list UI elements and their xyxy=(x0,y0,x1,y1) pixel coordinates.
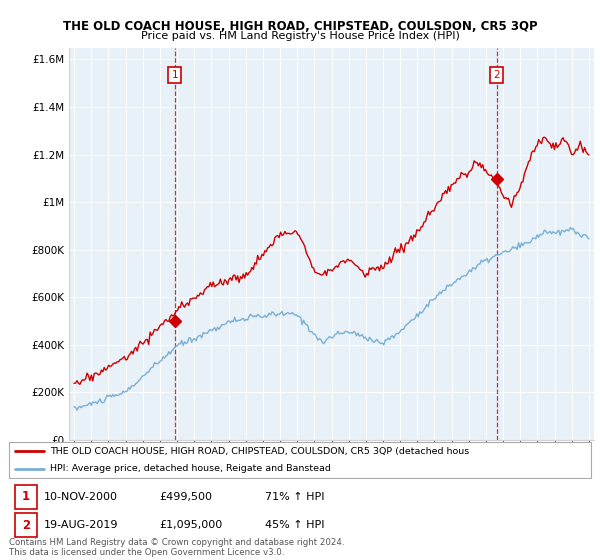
Text: £499,500: £499,500 xyxy=(159,492,212,502)
FancyBboxPatch shape xyxy=(15,484,37,509)
Text: 45% ↑ HPI: 45% ↑ HPI xyxy=(265,520,324,530)
Text: 1: 1 xyxy=(22,491,30,503)
FancyBboxPatch shape xyxy=(15,513,37,538)
Text: 19-AUG-2019: 19-AUG-2019 xyxy=(44,520,119,530)
Text: THE OLD COACH HOUSE, HIGH ROAD, CHIPSTEAD, COULSDON, CR5 3QP: THE OLD COACH HOUSE, HIGH ROAD, CHIPSTEA… xyxy=(62,20,538,32)
Text: 71% ↑ HPI: 71% ↑ HPI xyxy=(265,492,324,502)
Text: £1,095,000: £1,095,000 xyxy=(159,520,222,530)
Text: 10-NOV-2000: 10-NOV-2000 xyxy=(44,492,118,502)
Text: 1: 1 xyxy=(172,70,178,80)
Text: Price paid vs. HM Land Registry's House Price Index (HPI): Price paid vs. HM Land Registry's House … xyxy=(140,31,460,41)
Text: 2: 2 xyxy=(22,519,30,531)
Text: THE OLD COACH HOUSE, HIGH ROAD, CHIPSTEAD, COULSDON, CR5 3QP (detached hous: THE OLD COACH HOUSE, HIGH ROAD, CHIPSTEA… xyxy=(50,446,469,455)
Text: 2: 2 xyxy=(493,70,500,80)
Text: Contains HM Land Registry data © Crown copyright and database right 2024.
This d: Contains HM Land Registry data © Crown c… xyxy=(9,538,344,557)
Text: HPI: Average price, detached house, Reigate and Banstead: HPI: Average price, detached house, Reig… xyxy=(50,464,331,473)
FancyBboxPatch shape xyxy=(9,442,591,478)
